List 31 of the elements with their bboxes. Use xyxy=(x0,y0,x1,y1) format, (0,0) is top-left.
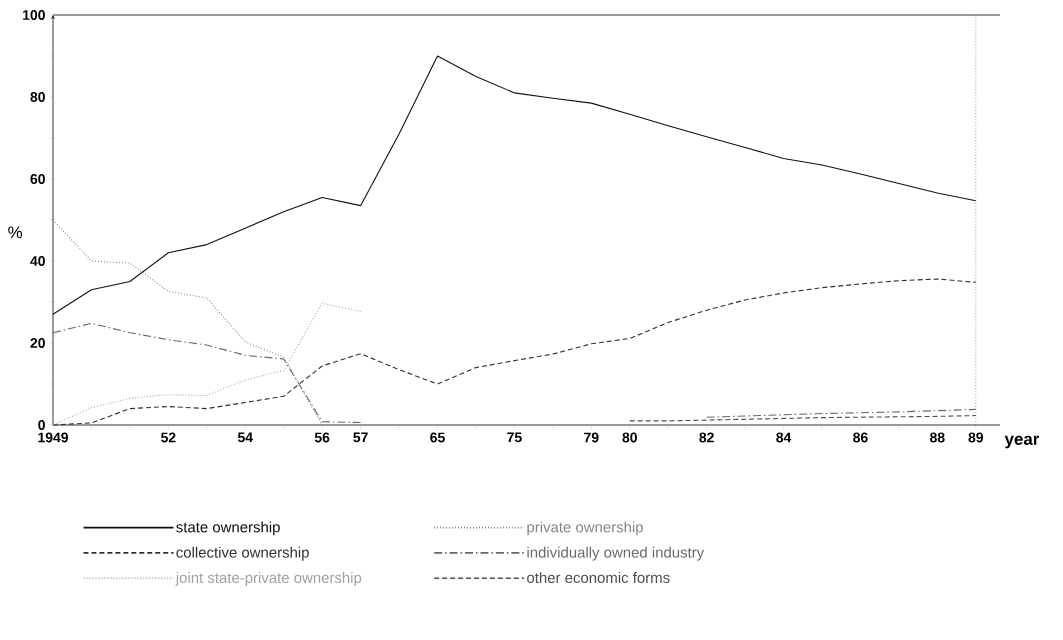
y-tick-label: 80 xyxy=(30,92,45,102)
y-tick-label: 20 xyxy=(30,338,45,348)
line-series xyxy=(52,302,362,426)
x-tick-label: 56 xyxy=(314,432,330,443)
x-tick-label: 52 xyxy=(161,432,176,443)
y-tick-label: 40 xyxy=(30,256,45,266)
x-tick-label: 82 xyxy=(699,432,714,443)
x-tick-label: 65 xyxy=(430,432,445,443)
x-tick-label: 89 xyxy=(968,432,984,443)
x-axis-title: year xyxy=(1004,435,1040,449)
y-tick-label: 60 xyxy=(30,174,45,184)
text: private ownership xyxy=(527,521,643,536)
x-tick-label: 86 xyxy=(853,432,868,443)
line-series xyxy=(52,278,977,426)
x-tick-label: 1949 xyxy=(38,432,68,443)
x-tick-label: 79 xyxy=(584,432,599,443)
x-tick-label: 57 xyxy=(353,432,368,443)
text: collective ownership xyxy=(176,546,309,561)
x-tick-label: 54 xyxy=(237,432,253,443)
text: state ownership xyxy=(176,521,280,536)
text: individually owned industry xyxy=(527,546,705,561)
text: joint state-private ownership xyxy=(175,572,362,586)
y-tick-label: 100 xyxy=(23,10,45,20)
x-tick-label: 75 xyxy=(507,432,522,443)
x-tick-label: 84 xyxy=(776,432,792,443)
text: other economic forms xyxy=(527,572,670,584)
x-tick-label: 80 xyxy=(622,432,637,443)
x-tick-label: 88 xyxy=(930,432,945,443)
y-tick-label: 0 xyxy=(38,420,45,430)
y-axis-title: % xyxy=(8,226,23,239)
line-series xyxy=(52,55,977,315)
